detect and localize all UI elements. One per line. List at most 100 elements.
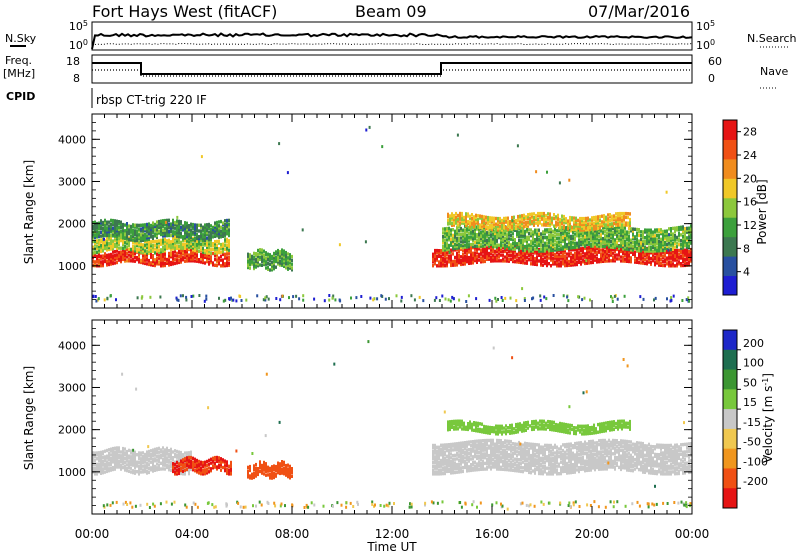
data-cell [462, 228, 464, 232]
data-cell [156, 239, 158, 243]
data-cell [518, 252, 520, 257]
data-cell [524, 248, 526, 253]
data-cell [214, 249, 216, 253]
data-cell [253, 257, 255, 261]
data-cell [527, 222, 529, 226]
data-cell [196, 464, 198, 468]
data-cell [98, 232, 100, 237]
data-cell [210, 247, 212, 252]
data-cell [228, 464, 230, 468]
data-cell [210, 259, 212, 263]
data-cell [680, 227, 682, 231]
data-cell [158, 467, 160, 471]
data-cell [682, 242, 684, 246]
data-cell [646, 249, 648, 253]
data-cell [176, 449, 178, 454]
data-cell [580, 241, 582, 245]
data-cell [198, 223, 200, 227]
data-cell [482, 238, 484, 242]
data-cell [626, 255, 628, 260]
data-cell [576, 257, 578, 261]
data-cell [206, 254, 208, 258]
data-cell [598, 244, 600, 248]
data-cell [539, 219, 541, 223]
data-cell [624, 247, 626, 251]
data-cell [490, 259, 492, 263]
data-cell [668, 252, 670, 257]
data-cell [662, 231, 664, 236]
data-cell [168, 468, 170, 472]
data-cell [682, 234, 684, 239]
data-cell [188, 225, 190, 230]
data-cell [271, 256, 273, 261]
data-cell [616, 253, 618, 257]
data-cell [556, 236, 558, 241]
data-cell [156, 241, 158, 245]
data-cell [618, 253, 620, 257]
data-cell [247, 471, 249, 475]
data-cell [212, 227, 214, 231]
data-cell [579, 226, 581, 230]
data-cell [542, 254, 544, 258]
data-cell [523, 215, 525, 219]
data-cell [463, 217, 465, 222]
data-cell [218, 465, 220, 470]
data-cell [438, 260, 440, 264]
data-cell [662, 229, 664, 234]
data-cell [517, 224, 519, 228]
data-cell [618, 251, 620, 255]
data-cell [632, 248, 634, 252]
data-cell [186, 233, 188, 237]
data-cell [482, 236, 484, 241]
data-cell [564, 237, 566, 241]
data-cell [170, 251, 172, 255]
data-cell [182, 252, 184, 256]
data-cell [530, 245, 532, 249]
data-cell [638, 241, 640, 245]
data-cell [506, 235, 508, 239]
data-cell [150, 227, 152, 231]
data-cell [515, 220, 517, 225]
data-cell [166, 261, 168, 265]
data-cell [172, 260, 174, 264]
data-cell [96, 231, 98, 235]
data-cell [448, 250, 451, 254]
data-cell [565, 219, 567, 223]
data-cell [265, 256, 267, 261]
data-cell [440, 260, 442, 264]
data-cell [104, 224, 106, 228]
data-cell [108, 463, 110, 467]
data-cell [224, 234, 226, 238]
data-cell [182, 463, 184, 468]
data-cell [156, 228, 158, 232]
data-cell [474, 244, 476, 248]
data-cell [456, 263, 458, 267]
data-cell [627, 215, 629, 220]
data-cell [507, 220, 509, 224]
data-cell [605, 217, 607, 221]
data-cell [102, 249, 104, 253]
data-cell [680, 250, 682, 254]
data-cell [674, 237, 676, 242]
data-cell [492, 239, 494, 243]
data-cell [468, 243, 470, 247]
data-cell [210, 229, 212, 234]
data-cell [563, 214, 565, 219]
data-cell [116, 244, 118, 248]
data-cell [511, 219, 514, 223]
data-cell [261, 469, 263, 473]
data-cell [100, 458, 102, 462]
data-cell [543, 221, 545, 225]
data-cell [474, 227, 476, 231]
data-cell [247, 473, 249, 477]
data-cell [174, 232, 176, 236]
data-cell [468, 227, 470, 232]
data-cell [536, 245, 538, 249]
data-cell [551, 220, 553, 224]
data-cell [182, 246, 184, 250]
data-cell [120, 226, 122, 230]
data-cell [473, 215, 475, 219]
data-cell [620, 229, 622, 233]
data-cell [646, 236, 648, 240]
data-cell [540, 261, 542, 265]
